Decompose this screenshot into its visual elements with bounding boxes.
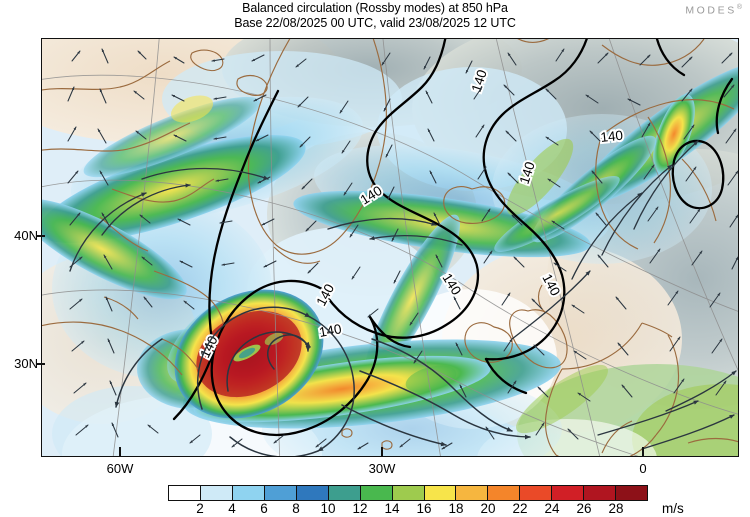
wind-vectors bbox=[67, 48, 738, 450]
colorbar-segment bbox=[616, 486, 648, 500]
y-tick-label-30n: 30N bbox=[14, 356, 38, 371]
colorbar-segment bbox=[392, 486, 425, 500]
svg-text:140: 140 bbox=[600, 128, 624, 145]
colorbar-tick-label: 4 bbox=[228, 501, 236, 516]
colorbar-tick-label: 20 bbox=[480, 501, 496, 516]
colorbar-segment bbox=[232, 486, 265, 500]
colorbar-unit-label: m/s bbox=[662, 501, 684, 516]
colorbar-segment bbox=[328, 486, 361, 500]
colorbar bbox=[168, 485, 648, 501]
map-clip: 140 140 140 140 140 140 140 140 bbox=[42, 39, 738, 456]
colorbar-segment bbox=[169, 486, 201, 500]
colorbar-segment bbox=[296, 486, 329, 500]
chart-title-block: Balanced circulation (Rossby modes) at 8… bbox=[0, 0, 750, 31]
colorbar-tick-label: 16 bbox=[416, 501, 432, 516]
colorbar-tick-label: 24 bbox=[544, 501, 560, 516]
colorbar-segment bbox=[360, 486, 393, 500]
x-tick-label-0: 0 bbox=[639, 461, 647, 476]
map-plot-area: 140 140 140 140 140 140 140 140 bbox=[41, 38, 739, 457]
colorbar-segment bbox=[488, 486, 521, 500]
x-tick-mark-60w bbox=[119, 447, 121, 456]
colorbar-tick-label: 26 bbox=[576, 501, 592, 516]
colorbar-segment bbox=[424, 486, 457, 500]
colorbar-segment bbox=[552, 486, 585, 500]
colorbar-segment bbox=[200, 486, 233, 500]
svg-text:140: 140 bbox=[600, 128, 624, 145]
x-tick-mark-0 bbox=[642, 447, 644, 456]
modes-logo-mark: ® bbox=[736, 4, 742, 11]
colorbar-segment bbox=[456, 486, 489, 500]
svg-text:140: 140 bbox=[517, 160, 538, 186]
colorbar-tick-label: 18 bbox=[448, 501, 464, 516]
chart-subtitle: Base 22/08/2025 00 UTC, valid 23/08/2025… bbox=[234, 16, 516, 30]
colorbar-tick-label: 6 bbox=[260, 501, 268, 516]
colorbar-tick-label: 10 bbox=[320, 501, 336, 516]
colorbar-tick-label: 12 bbox=[352, 501, 368, 516]
y-tick-mark-40n bbox=[36, 235, 45, 237]
height-contours bbox=[172, 39, 734, 437]
x-tick-mark-30w bbox=[381, 447, 383, 456]
streamlines bbox=[69, 140, 737, 456]
page-title: Balanced circulation (Rossby modes) at 8… bbox=[242, 1, 508, 15]
map-canvas: 140 140 140 140 140 140 140 140 bbox=[42, 39, 738, 456]
colorbar-tick-label: 28 bbox=[608, 501, 624, 516]
colorbar-segment bbox=[264, 486, 297, 500]
colorbar-segment bbox=[584, 486, 617, 500]
colorbar-tick-label: 14 bbox=[384, 501, 400, 516]
colorbar-labels: 2 4 6 8 10 12 14 16 18 20 22 24 26 28 bbox=[0, 501, 750, 517]
colorbar-segment bbox=[520, 486, 553, 500]
x-tick-label-60w: 60W bbox=[106, 461, 134, 476]
modes-logo: MODES® bbox=[685, 4, 742, 17]
coastlines bbox=[42, 39, 738, 456]
graticule bbox=[42, 39, 738, 456]
svg-text:140: 140 bbox=[469, 68, 490, 94]
modes-logo-text: MODES bbox=[685, 4, 737, 17]
colorbar-tick-label: 22 bbox=[512, 501, 528, 516]
y-tick-label-40n: 40N bbox=[14, 228, 38, 243]
x-tick-label-30w: 30W bbox=[368, 461, 396, 476]
y-tick-mark-30n bbox=[36, 363, 45, 365]
colorbar-tick-label: 2 bbox=[196, 501, 204, 516]
colorbar-tick-label: 8 bbox=[292, 501, 300, 516]
